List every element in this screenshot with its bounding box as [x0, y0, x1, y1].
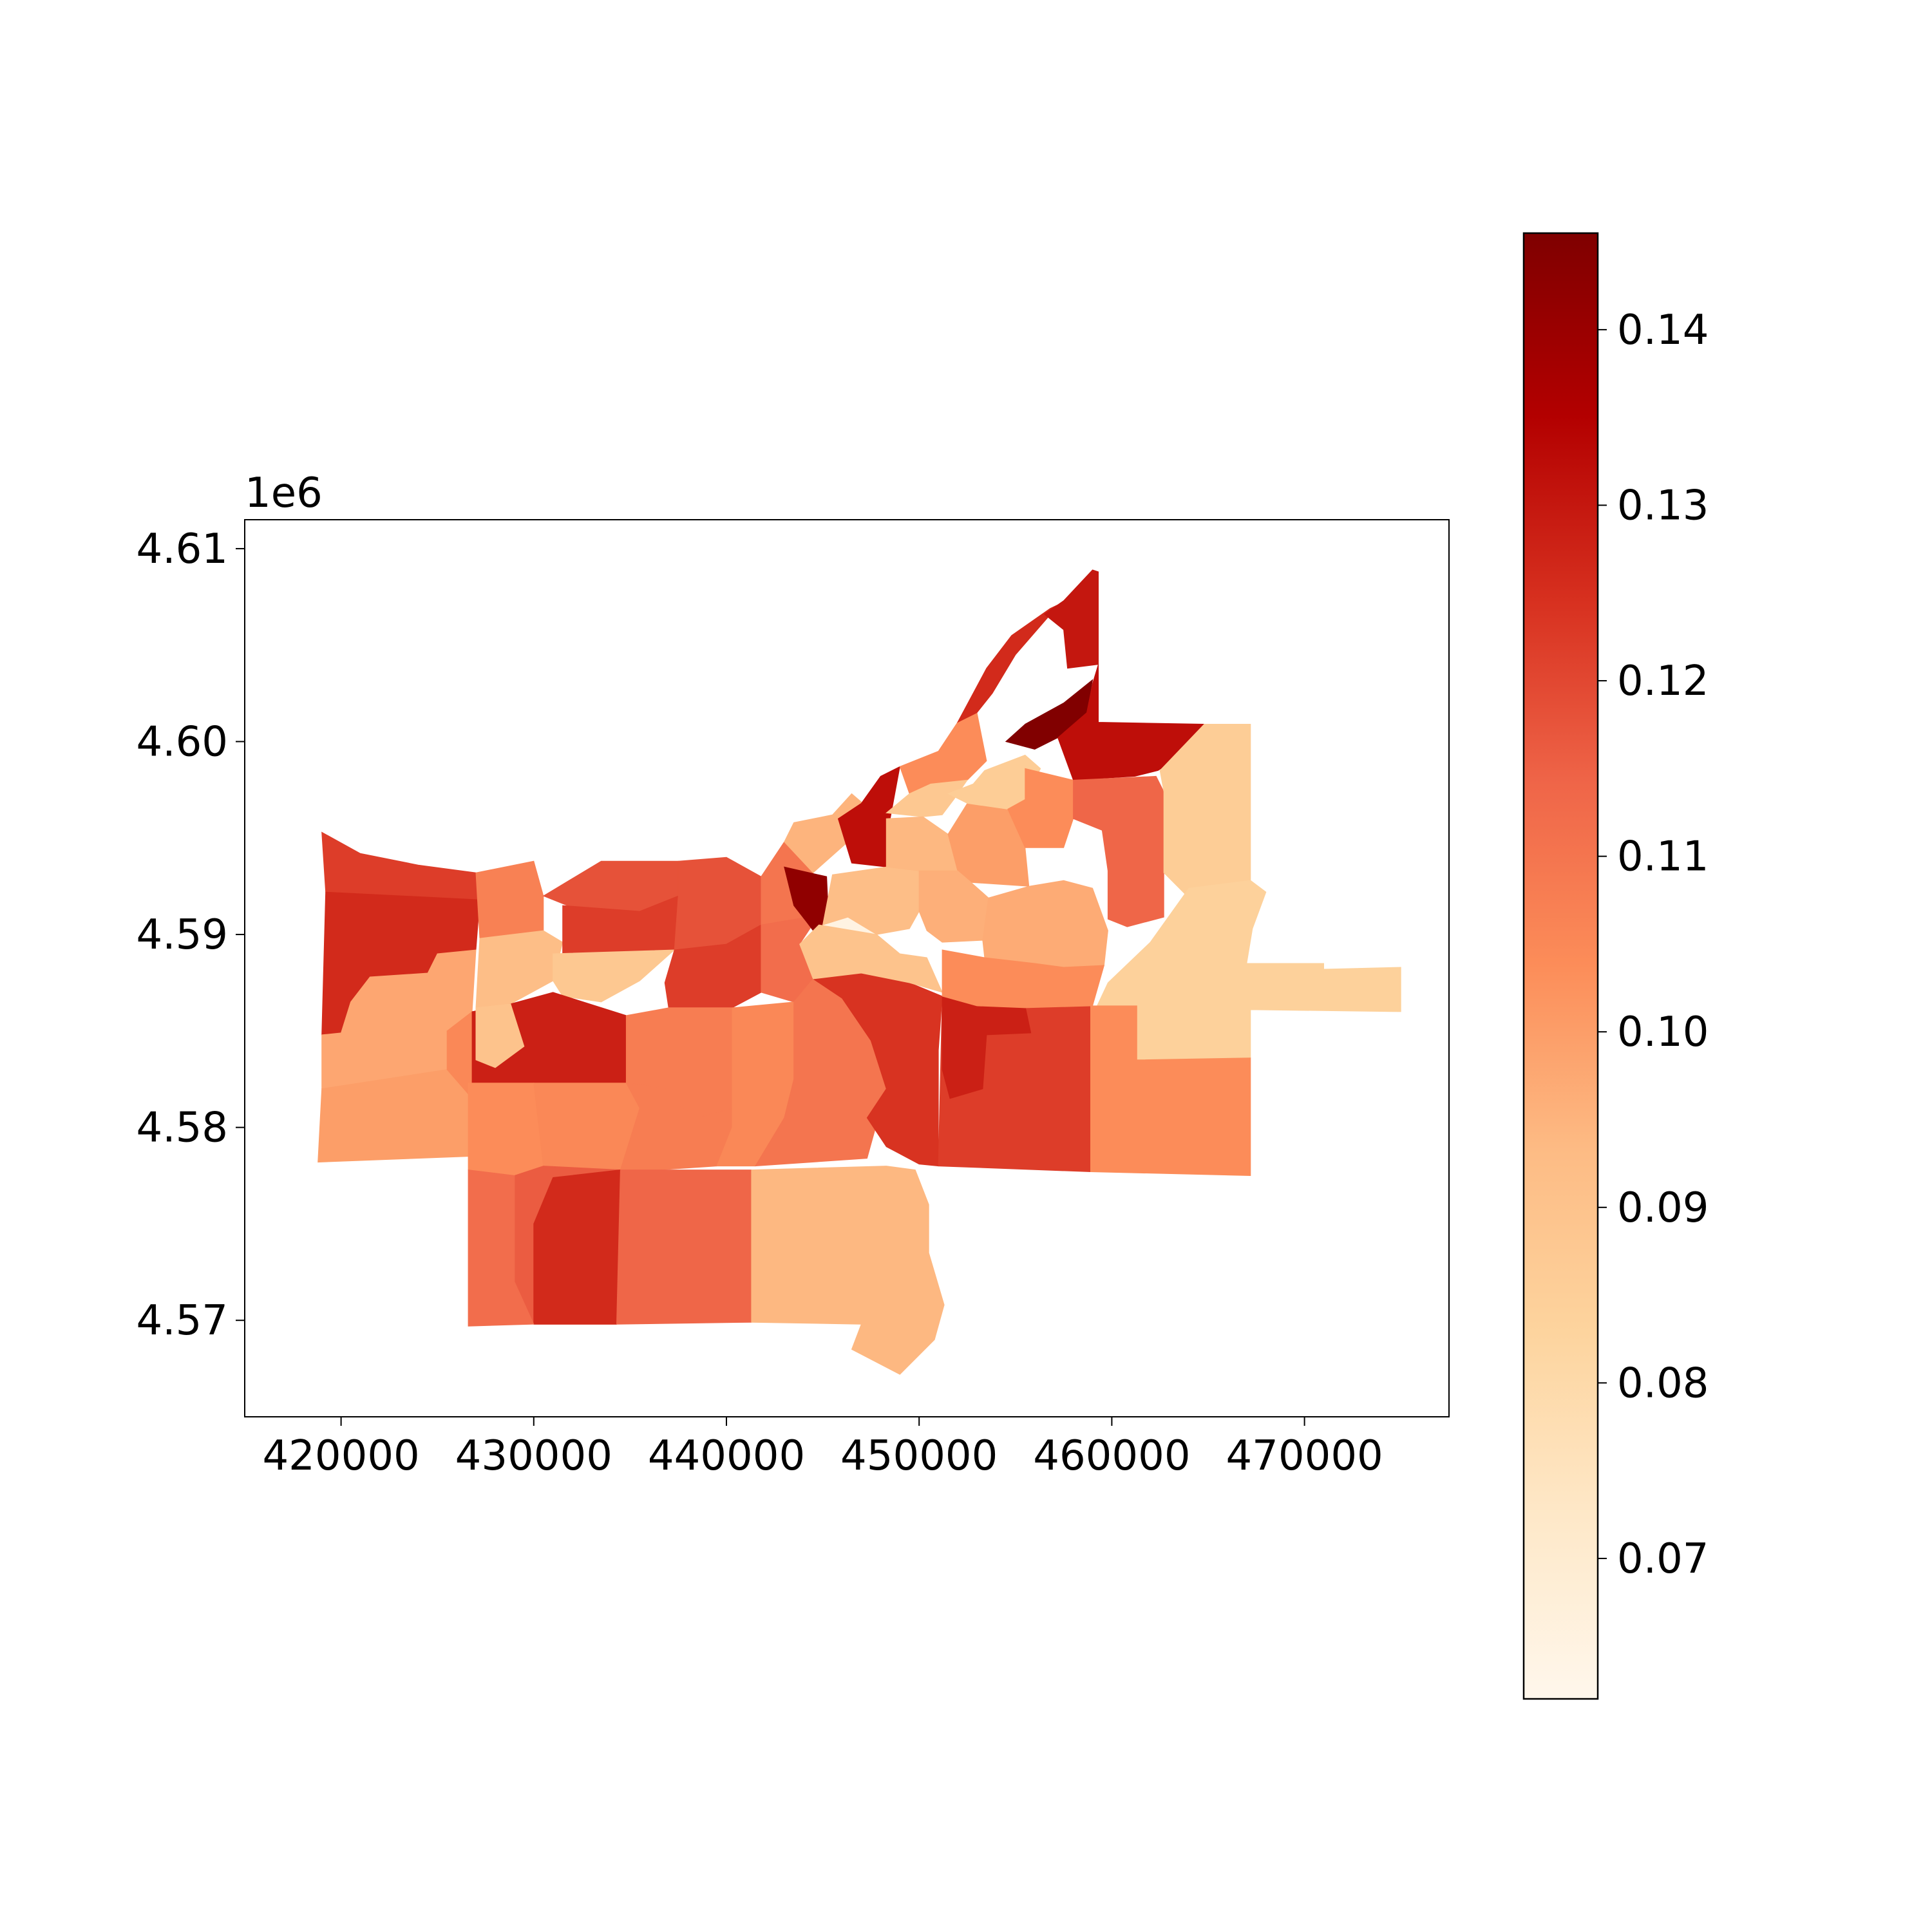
region-inlet-pale	[475, 1003, 525, 1068]
y-offset-label: 1e6	[245, 469, 323, 517]
region-lakewood-north	[475, 860, 544, 939]
colorbar-tick-label: 0.07	[1617, 1535, 1709, 1583]
y-axis: 4.57 4.58 4.59 4.60 4.61	[137, 526, 245, 1345]
colorbar-tick-label: 0.09	[1617, 1184, 1709, 1232]
region-southeast-b	[1090, 1005, 1251, 1177]
region-downtown-core	[837, 766, 900, 867]
x-tick-label: 470000	[1226, 1432, 1383, 1480]
colorbar-tick-label: 0.10	[1617, 1009, 1709, 1056]
x-tick-label: 420000	[262, 1432, 419, 1480]
region-southeast-dark	[942, 996, 1032, 1099]
region-brooklyn-c	[668, 1007, 733, 1119]
region-strongsville	[533, 1170, 621, 1325]
colorbar-tick-label: 0.11	[1617, 833, 1709, 881]
colorbar-ticks: 0.07 0.08 0.09 0.10 0.11 0.12 0.13 0.14	[1598, 307, 1709, 1583]
y-tick-label: 4.59	[137, 911, 229, 959]
x-tick-label: 460000	[1033, 1432, 1190, 1480]
y-tick-label: 4.60	[137, 719, 229, 766]
region-rocky-river-a	[468, 1083, 544, 1177]
colorbar-tick-label: 0.14	[1617, 307, 1709, 354]
region-north-royalton	[616, 1170, 752, 1325]
x-tick-label: 450000	[840, 1432, 998, 1480]
region-east-suburban	[1092, 880, 1401, 1061]
x-axis: 420000 430000 440000 450000 460000 470000	[262, 1417, 1383, 1480]
region-rocky-river-b	[533, 1083, 640, 1171]
x-tick-label: 440000	[648, 1432, 805, 1480]
y-tick-label: 4.57	[137, 1297, 229, 1345]
colorbar-frame	[1522, 232, 1599, 1700]
x-tick-label: 430000	[455, 1432, 612, 1480]
axes-frame	[244, 519, 1450, 1417]
region-east-lakeshore-a	[1073, 775, 1164, 927]
region-cleveland-west-b	[664, 924, 762, 1009]
region-shaker-a	[942, 949, 1105, 1009]
colorbar-tick-label: 0.08	[1617, 1359, 1709, 1407]
colorbar-tick-label: 0.13	[1617, 482, 1709, 529]
colorbar	[1524, 233, 1598, 1699]
colorbar-tick-label: 0.12	[1617, 658, 1709, 705]
region-euclid-area-b	[1043, 569, 1099, 669]
region-cleveland-central-a	[799, 924, 943, 993]
map-regions	[317, 569, 1401, 1375]
region-broadview	[751, 1166, 945, 1375]
region-south-far-west	[468, 1170, 535, 1327]
y-tick-label: 4.61	[137, 526, 229, 573]
y-tick-label: 4.58	[137, 1104, 229, 1152]
